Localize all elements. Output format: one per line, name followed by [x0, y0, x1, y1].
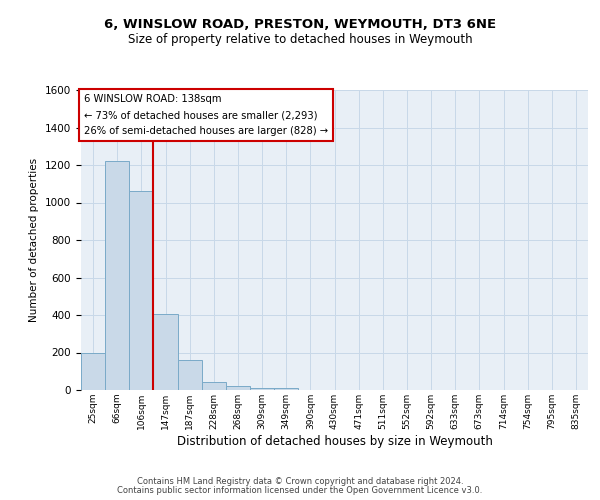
Bar: [105, 161, 129, 390]
Text: Size of property relative to detached houses in Weymouth: Size of property relative to detached ho…: [128, 32, 472, 46]
Bar: [226, 386, 250, 390]
Bar: [274, 388, 298, 390]
Y-axis label: Number of detached properties: Number of detached properties: [29, 158, 40, 322]
Bar: [129, 191, 154, 390]
Bar: [250, 388, 274, 390]
Bar: [178, 360, 202, 390]
Text: Contains public sector information licensed under the Open Government Licence v3: Contains public sector information licen…: [118, 486, 482, 495]
Bar: [154, 314, 178, 390]
Bar: [81, 352, 105, 390]
Text: Contains HM Land Registry data © Crown copyright and database right 2024.: Contains HM Land Registry data © Crown c…: [137, 477, 463, 486]
Text: 6 WINSLOW ROAD: 138sqm
← 73% of detached houses are smaller (2,293)
26% of semi-: 6 WINSLOW ROAD: 138sqm ← 73% of detached…: [83, 94, 328, 136]
Text: 6, WINSLOW ROAD, PRESTON, WEYMOUTH, DT3 6NE: 6, WINSLOW ROAD, PRESTON, WEYMOUTH, DT3 …: [104, 18, 496, 30]
X-axis label: Distribution of detached houses by size in Weymouth: Distribution of detached houses by size …: [176, 434, 493, 448]
Bar: [202, 382, 226, 390]
